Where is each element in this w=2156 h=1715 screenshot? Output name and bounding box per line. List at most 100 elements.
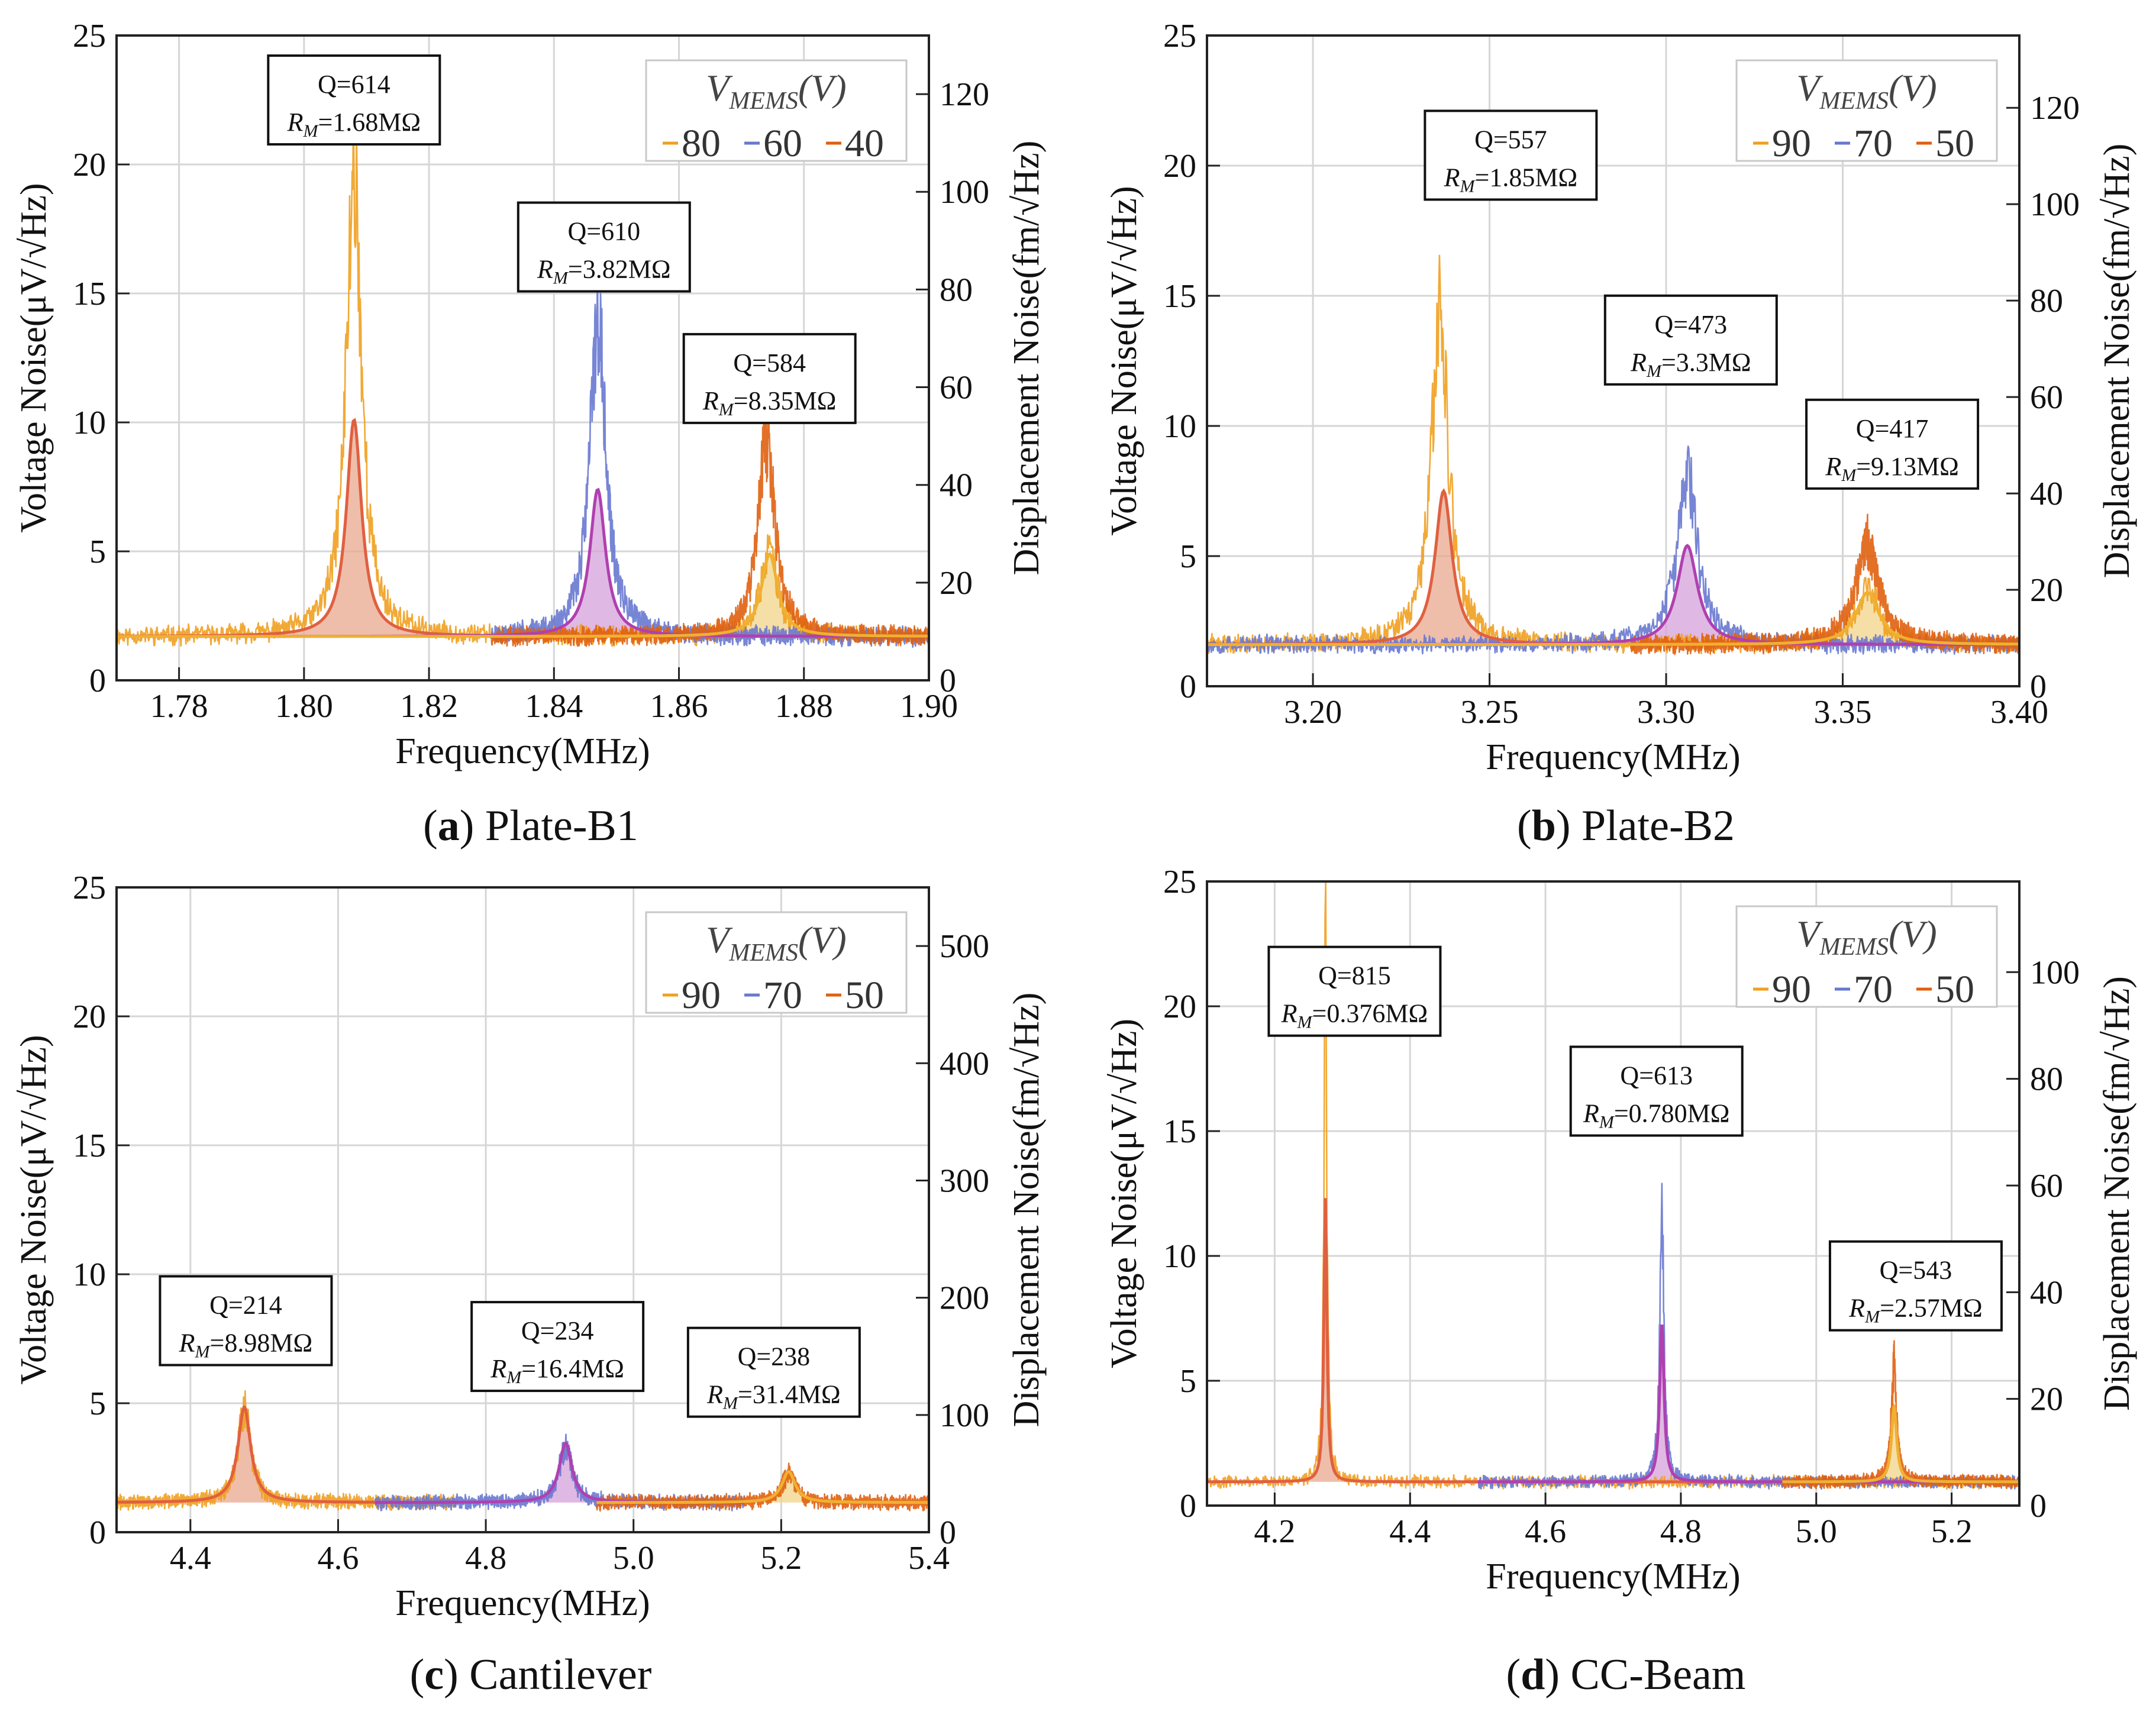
annotation-box: Q=214 RM=8.98MΩ (159, 1275, 333, 1367)
legend: VMEMS(V) 90 70 50 (1735, 905, 1998, 1011)
y-axis-label-right: Displacement Noise(fm/√Hz) (2097, 976, 2137, 1411)
plot-frame (115, 886, 930, 1533)
y-axis-right: 0 20 40 60 80 100 120 (2006, 90, 2080, 705)
plot-frame (115, 34, 930, 682)
annotation-box: Q=417 RM=9.13MΩ (1805, 398, 1980, 490)
annotation-rm: RM=9.13MΩ (1825, 452, 1959, 485)
annotation-q: Q=234 (521, 1316, 594, 1345)
x-tick-label: 5.0 (613, 1540, 654, 1577)
fit-curve-fit-90 (1207, 488, 2019, 646)
y-tick-label: 20 (1163, 989, 1196, 1025)
y-right-tick-label: 80 (2030, 283, 2063, 319)
panel-caption: (a) Plate-B1 (423, 802, 638, 850)
y-right-tick-label: 100 (2030, 186, 2080, 223)
y-tick-label: 10 (1163, 408, 1196, 445)
x-tick-label: 4.2 (1254, 1513, 1295, 1550)
annotation-box: Q=238 RM=31.4MΩ (686, 1326, 861, 1418)
x-axis-label: Frequency(MHz) (395, 731, 650, 771)
y-tick-label: 0 (89, 1514, 106, 1551)
annotation-box: Q=613 RM=0.780MΩ (1569, 1045, 1744, 1137)
panel-caption: (b) Plate-B2 (1517, 802, 1735, 850)
legend-entry-90: 90 (1772, 122, 1811, 165)
y-tick-label: 25 (73, 870, 106, 906)
noise-series-90 (117, 1390, 457, 1511)
panel-caption: (d) CC-Beam (1506, 1651, 1746, 1699)
annotation-frame (1267, 945, 1442, 1037)
x-tick-label: 5.2 (760, 1540, 802, 1577)
x-tick-label: 3.20 (1284, 694, 1342, 731)
annotation-rm: RM=0.376MΩ (1281, 999, 1428, 1032)
legend-entry-70: 70 (763, 974, 802, 1017)
annotation-box: Q=815 RM=0.376MΩ (1267, 945, 1442, 1037)
x-tick-label: 3.40 (1990, 694, 2048, 731)
y-axis-left: 0 5 10 15 20 25 (73, 870, 130, 1551)
annotation-box: Q=610 RM=3.82MΩ (517, 201, 691, 293)
panel-d: 4.2 4.4 4.6 4.8 5.0 5.2 0 5 10 15 20 25 0 20 40 60 80 100… (1104, 864, 2137, 1699)
y-right-tick-label: 60 (2030, 1168, 2063, 1204)
fit-curve-fit-70 (1477, 1324, 2019, 1484)
fit-area-fit-60 (117, 489, 929, 637)
legend-entry-90: 90 (1772, 968, 1811, 1011)
legend-entry-70: 70 (1854, 968, 1893, 1011)
y-axis-right: 0 100 200 300 400 500 (916, 928, 989, 1551)
y-right-tick-label: 500 (940, 928, 989, 965)
x-tick-label: 1.86 (650, 688, 708, 725)
annotation-frame (267, 54, 441, 146)
annotation-frame (1805, 398, 1980, 490)
y-right-tick-label: 80 (2030, 1061, 2063, 1098)
fit-curve-fit-50 (1207, 591, 2019, 647)
legend-frame (1735, 59, 1998, 162)
annotation-box: Q=234 RM=16.4MΩ (470, 1301, 645, 1393)
legend-title: VMEMS(V) (1796, 913, 1936, 961)
y-tick-label: 15 (1163, 278, 1196, 315)
y-right-tick-label: 120 (2030, 90, 2080, 127)
y-axis-left: 0 5 10 15 20 25 (1163, 864, 1220, 1525)
y-right-tick-label: 0 (2030, 1488, 2047, 1525)
fit-area-fit-70 (1477, 1325, 2019, 1482)
legend-entry-40: 40 (845, 122, 884, 165)
legend-entry-70: 70 (1854, 122, 1893, 165)
annotation-q: Q=238 (738, 1342, 811, 1371)
annotation-q: Q=417 (1856, 414, 1929, 443)
fit-area-fit-90 (117, 1407, 457, 1503)
fit-area-fit-40 (117, 554, 929, 637)
y-tick-label: 15 (73, 276, 106, 312)
legend-title: VMEMS(V) (706, 919, 846, 967)
annotation-rm: RM=1.85MΩ (1444, 163, 1578, 196)
y-axis-left: 0 5 10 15 20 25 (1163, 18, 1220, 705)
y-right-tick-label: 400 (940, 1045, 989, 1082)
y-tick-label: 20 (73, 999, 106, 1035)
annotation-q: Q=214 (209, 1290, 282, 1319)
fit-area-fit-90 (1207, 491, 2019, 645)
x-tick-label: 1.84 (525, 688, 583, 725)
x-tick-label: 4.6 (1525, 1513, 1566, 1550)
y-tick-label: 20 (1163, 148, 1196, 185)
y-tick-label: 0 (1180, 668, 1196, 705)
annotation-box: Q=614 RM=1.68MΩ (267, 54, 441, 146)
annotation-box: Q=584 RM=8.35MΩ (682, 332, 857, 424)
x-tick-label: 4.8 (465, 1540, 506, 1577)
plot-area (117, 102, 929, 648)
legend-entry-50: 50 (1935, 968, 1974, 1011)
annotation-rm: RM=0.780MΩ (1583, 1099, 1730, 1132)
x-tick-label: 1.90 (900, 688, 958, 725)
panel-caption: (c) Cantilever (410, 1651, 652, 1699)
legend-frame (645, 911, 908, 1014)
legend-entry-50: 50 (1935, 122, 1974, 165)
annotation-rm: RM=3.3MΩ (1630, 348, 1751, 381)
x-axis-label: Frequency(MHz) (395, 1583, 650, 1623)
y-right-tick-label: 0 (940, 1514, 956, 1551)
annotation-frame (1603, 294, 1778, 386)
y-tick-label: 0 (1180, 1488, 1196, 1525)
legend-title: VMEMS(V) (1796, 67, 1936, 115)
y-right-tick-label: 100 (2030, 954, 2080, 991)
y-tick-label: 25 (73, 18, 106, 54)
annotation-frame (1569, 1045, 1744, 1137)
annotation-rm: RM=16.4MΩ (490, 1354, 624, 1387)
legend-frame (645, 59, 908, 162)
plot-area (117, 1390, 929, 1512)
y-right-tick-label: 120 (940, 76, 989, 113)
fit-curve-fit-50 (1782, 1403, 2019, 1484)
annotation-frame (517, 201, 691, 293)
